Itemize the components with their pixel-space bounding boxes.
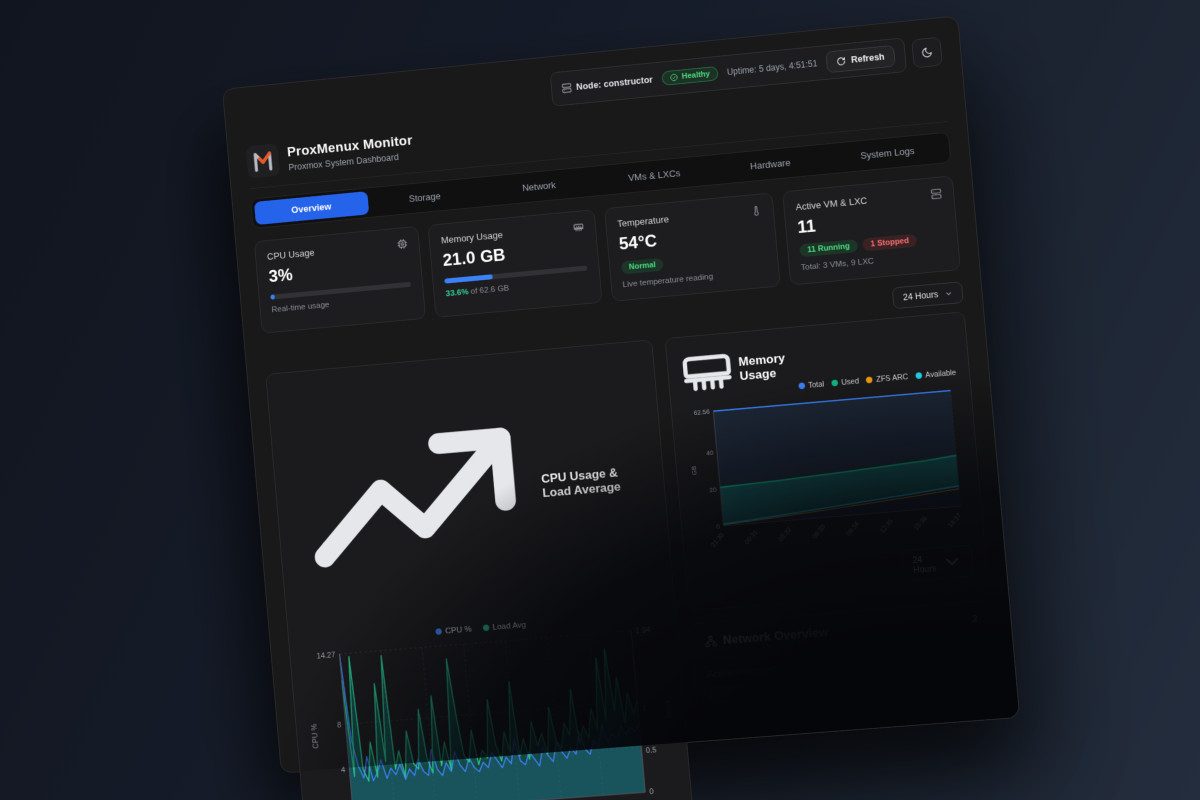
chevron-down-icon xyxy=(942,551,964,572)
cpu-chart-title: CPU Usage & Load Average xyxy=(540,466,622,501)
vm-running-badge: 11 Running xyxy=(798,239,859,258)
svg-text:09:34: 09:34 xyxy=(845,520,861,537)
app-title-group: ProxMenux Monitor Proxmox System Dashboa… xyxy=(287,133,415,172)
memory-percent: 33.6% xyxy=(445,287,469,299)
memory-stick-icon xyxy=(679,345,735,401)
svg-text:0: 0 xyxy=(716,523,721,530)
svg-text:15:36: 15:36 xyxy=(913,515,929,532)
chevron-down-icon xyxy=(944,289,953,298)
network-icon xyxy=(704,635,717,648)
svg-text:1: 1 xyxy=(642,704,647,713)
thermometer-icon xyxy=(750,205,762,217)
svg-text:1.94: 1.94 xyxy=(635,625,651,635)
memory-chart: 0 20 40 62.56 21:30 00:31 03:32 06:33 09:34 12:35… xyxy=(691,384,963,549)
legend-dot xyxy=(915,372,923,380)
proxmenux-logo-icon xyxy=(250,148,275,174)
svg-text:62.56: 62.56 xyxy=(693,408,710,417)
network-title: Network Overview xyxy=(722,624,829,647)
legend-item-zfs-arc: ZFS ARC xyxy=(865,372,908,384)
memory-chart-card: Memory Usage Total Used ZFS ARC Available 0… xyxy=(664,311,989,611)
refresh-button[interactable]: Refresh xyxy=(825,45,896,74)
vm-stopped-badge: 1 Stopped xyxy=(862,233,918,252)
memory-stick-icon xyxy=(574,223,584,232)
right-column: Memory Usage Total Used ZFS ARC Available 0… xyxy=(664,311,999,720)
svg-text:00:31: 00:31 xyxy=(743,529,759,546)
svg-text:18:37: 18:37 xyxy=(947,512,963,529)
legend-dot xyxy=(482,624,490,632)
time-range-label: 24 Hours xyxy=(902,289,939,303)
memory-usage-card: Memory Usage 21.0 GB 33.6% of 62.6 GB xyxy=(427,209,603,318)
legend-item-available: Available xyxy=(915,368,956,380)
uptime-label: Uptime: 5 days, 4:51:51 xyxy=(726,58,818,78)
cpu-chip-icon xyxy=(397,238,408,250)
dashboard-panel: Node: constructor Healthy Uptime: 5 days… xyxy=(222,15,1021,800)
tab-storage[interactable]: Storage xyxy=(408,190,442,205)
cpu-card-label: CPU Usage xyxy=(266,247,315,262)
tab-vms-lxcs[interactable]: VMs & LXCs xyxy=(627,167,681,184)
svg-text:0: 0 xyxy=(649,787,654,796)
main-grid: CPU Usage & Load Average CPU %Load Avg 0… xyxy=(265,311,1019,800)
left-column: CPU Usage & Load Average CPU %Load Avg 0… xyxy=(265,339,705,800)
memory-caption-rest: of 62.6 GB xyxy=(468,284,510,297)
interface-badge xyxy=(708,683,757,703)
legend-dot xyxy=(831,379,839,387)
svg-text:14.27: 14.27 xyxy=(316,650,335,660)
active-vm-lxc-card: Active VM & LXC 11 11 Running 1 Stopped … xyxy=(782,175,961,286)
cpu-usage-card: CPU Usage 3% Real-time usage xyxy=(253,225,427,334)
memory-chart-title: Memory Usage xyxy=(737,351,786,384)
temperature-card-label: Temperature xyxy=(616,213,670,230)
trending-up-icon xyxy=(279,363,546,632)
legend-dot xyxy=(798,382,806,390)
node-label: Node: constructor xyxy=(575,74,654,93)
check-circle-icon xyxy=(669,73,678,82)
vm-card-label: Active VM & LXC xyxy=(795,195,868,213)
svg-text:21:30: 21:30 xyxy=(710,531,726,548)
tab-overview[interactable]: Overview xyxy=(253,191,369,226)
memory-time-range-select[interactable]: 24 Hours xyxy=(901,544,974,582)
health-status-label: Healthy xyxy=(681,69,711,81)
cpu-load-chart: 04814.2700.511.9421:3000:3103:3206:3309:… xyxy=(309,625,674,800)
tab-network[interactable]: Network xyxy=(521,179,557,194)
svg-text:20: 20 xyxy=(709,486,717,494)
temperature-card: Temperature 54°C Normal Live temperature… xyxy=(603,192,781,302)
app-logo xyxy=(245,143,281,179)
svg-text:0.5: 0.5 xyxy=(645,745,656,755)
legend-item-total: Total xyxy=(798,380,825,391)
svg-text:8: 8 xyxy=(337,720,342,729)
memory-card-label: Memory Usage xyxy=(440,229,504,246)
legend-dot xyxy=(435,628,443,636)
svg-text:Load: Load xyxy=(663,700,674,718)
svg-text:06:33: 06:33 xyxy=(811,523,827,540)
server-stack-icon xyxy=(930,188,942,200)
svg-text:GB: GB xyxy=(691,465,699,475)
moon-icon xyxy=(921,46,934,59)
tab-hardware[interactable]: Hardware xyxy=(749,157,791,172)
memory-time-range-label: 24 Hours xyxy=(911,554,937,575)
refresh-icon xyxy=(836,56,846,66)
legend-item-used: Used xyxy=(831,377,859,388)
node-name: Node: constructor xyxy=(561,75,653,94)
network-overview-card: Network Overview 2 Active Interfaces: xyxy=(689,599,999,720)
dark-mode-toggle[interactable] xyxy=(911,36,943,69)
svg-text:40: 40 xyxy=(706,450,714,458)
health-status-badge: Healthy xyxy=(661,66,719,86)
legend-dot xyxy=(865,376,873,384)
refresh-label: Refresh xyxy=(850,51,885,65)
network-interface-count: 2 xyxy=(971,613,979,625)
tab-system-logs[interactable]: System Logs xyxy=(859,145,915,162)
svg-text:03:32: 03:32 xyxy=(777,526,793,543)
svg-text:4: 4 xyxy=(341,765,346,774)
svg-text:12:35: 12:35 xyxy=(879,517,895,534)
server-icon xyxy=(561,83,572,94)
cpu-load-chart-card: CPU Usage & Load Average CPU %Load Avg 0… xyxy=(265,339,696,800)
temperature-status-badge: Normal xyxy=(620,257,665,275)
svg-text:CPU %: CPU % xyxy=(309,723,320,749)
time-range-select[interactable]: 24 Hours xyxy=(892,281,964,310)
